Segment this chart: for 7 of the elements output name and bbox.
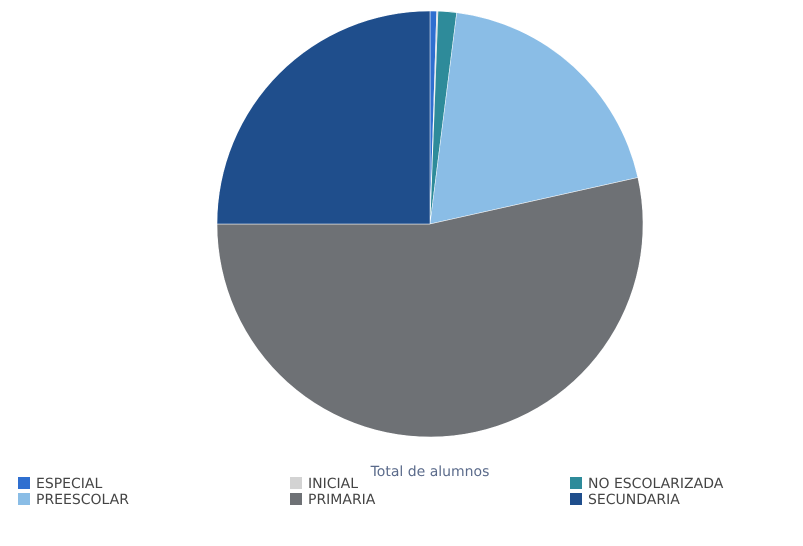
legend-label: INICIAL [308,476,358,492]
legend-label: NO ESCOLARIZADA [588,476,724,492]
text: Total de alumnos [370,464,490,480]
legend-label: ESPECIAL [36,476,102,492]
legend-label: SECUNDARIA [588,492,680,508]
legend-label: PREESCOLAR [36,492,130,508]
legend-label: PRIMARIA [308,492,376,508]
